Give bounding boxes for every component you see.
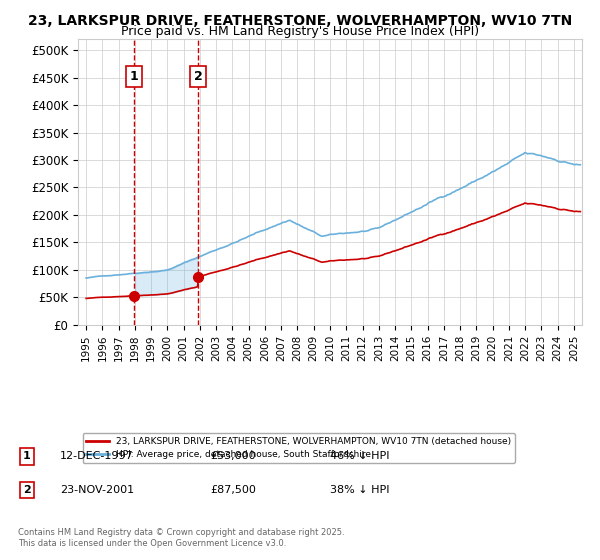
Text: 38% ↓ HPI: 38% ↓ HPI <box>330 485 389 495</box>
Text: 46% ↓ HPI: 46% ↓ HPI <box>330 451 389 461</box>
Text: 2: 2 <box>194 70 203 83</box>
Text: 12-DEC-1997: 12-DEC-1997 <box>60 451 134 461</box>
Legend: 23, LARKSPUR DRIVE, FEATHERSTONE, WOLVERHAMPTON, WV10 7TN (detached house), HPI:: 23, LARKSPUR DRIVE, FEATHERSTONE, WOLVER… <box>83 433 515 463</box>
Text: £53,000: £53,000 <box>210 451 256 461</box>
Text: 1: 1 <box>23 451 31 461</box>
Text: £87,500: £87,500 <box>210 485 256 495</box>
Text: Contains HM Land Registry data © Crown copyright and database right 2025.
This d: Contains HM Land Registry data © Crown c… <box>18 528 344 548</box>
Text: 23, LARKSPUR DRIVE, FEATHERSTONE, WOLVERHAMPTON, WV10 7TN: 23, LARKSPUR DRIVE, FEATHERSTONE, WOLVER… <box>28 14 572 28</box>
Text: Price paid vs. HM Land Registry's House Price Index (HPI): Price paid vs. HM Land Registry's House … <box>121 25 479 38</box>
Text: 23-NOV-2001: 23-NOV-2001 <box>60 485 134 495</box>
Text: 1: 1 <box>130 70 139 83</box>
Text: 2: 2 <box>23 485 31 495</box>
